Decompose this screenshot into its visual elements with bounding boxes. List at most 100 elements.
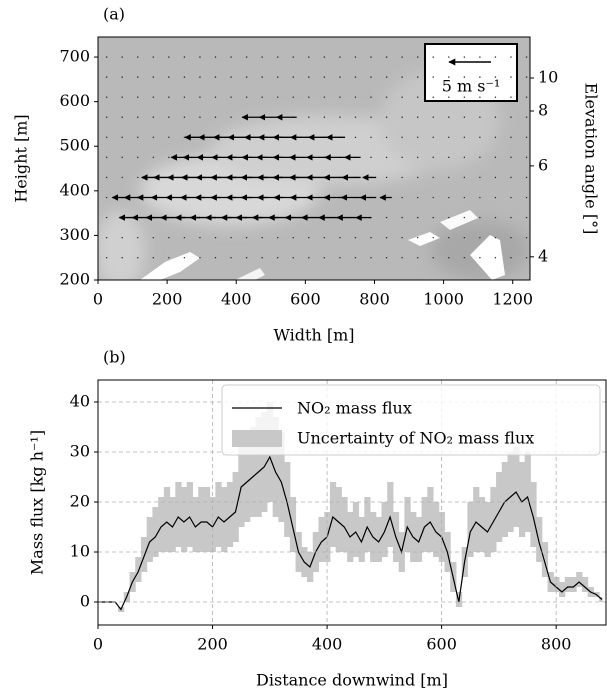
grid-dot [432,216,434,219]
grid-dot [510,216,512,219]
grid-dot [463,216,466,219]
grid-dot [416,156,419,159]
grid-dot [245,257,248,259]
uncertainty-band [501,462,508,537]
grid-dot [448,156,450,159]
uncertainty-band [415,517,423,562]
x-tick-label: 0 [93,635,103,654]
uncertainty-band [536,517,543,562]
uncertainty-band [478,497,486,552]
grid-dot [199,116,201,118]
grid-dot [463,196,466,199]
uncertainty-band [221,487,228,552]
grid-dot [416,96,419,98]
grid-dot [199,76,201,78]
grid-dot [339,257,341,259]
y-tick-label: 700 [59,47,90,66]
uncertainty-band [215,482,222,547]
uncertainty-band [364,497,371,552]
grid-dot [199,56,201,58]
grid-dot [137,257,139,259]
grid-dot [385,136,388,139]
uncertainty-band [140,537,148,572]
grid-dot [323,56,326,58]
grid-dot [385,176,388,179]
y-tick-label: 10 [70,542,90,561]
grid-dot [385,76,388,78]
grid-dot [354,116,357,118]
y-tick-label: 30 [70,442,90,461]
uncertainty-band [175,482,182,547]
grid-dot [152,96,154,98]
grid-dot [463,176,466,179]
grid-dot [230,96,232,98]
uncertainty-band [581,577,589,592]
grid-dot [323,116,326,118]
grid-dot [230,56,232,58]
uncertainty-band [289,497,297,552]
grid-dot [121,176,123,179]
grid-dot [448,176,450,179]
grid-dot [339,116,341,118]
grid-dot [183,136,186,139]
grid-dot [105,257,108,259]
uncertainty-band [559,582,566,597]
grid-dot [401,136,403,139]
uncertainty-band [146,517,153,562]
grid-dot [354,257,357,259]
grid-dot [448,96,450,98]
grid-dot [479,56,481,58]
grid-dot [510,116,512,118]
grid-dot [401,236,403,239]
uncertainty-band [381,502,388,557]
grid-dot [432,56,434,58]
grid-dot [199,236,201,239]
x-tick-label: 200 [152,290,183,309]
grid-dot [214,56,217,58]
uncertainty-band [599,597,603,602]
uncertainty-band [467,502,474,557]
legend-label: NO₂ mass flux [297,399,412,418]
uncertainty-band [375,517,382,562]
grid-dot [525,56,528,58]
quiver-key-box [424,43,518,102]
grid-dot [463,116,466,118]
grid-dot [525,156,528,159]
grid-dot [168,96,170,98]
uncertainty-band [496,472,503,542]
legend-patch [232,430,282,447]
grid-dot [448,136,450,139]
grid-dot [137,176,139,179]
grid-dot [510,136,512,139]
grid-dot [105,116,108,118]
grid-dot [463,76,466,78]
grid-dot [494,96,497,98]
x-tick-label: 600 [426,635,457,654]
grid-dot [214,236,217,239]
grid-dot [137,76,139,78]
grid-dot [401,257,403,259]
grid-dot [432,136,434,139]
grid-dot [494,176,497,179]
grid-dot [152,76,154,78]
y-tick-label: 0 [80,592,90,611]
axes-frame [97,36,531,281]
grid-dot [230,236,232,239]
grid-dot [277,76,279,78]
grid-dot [308,76,310,78]
grid-dot [214,116,217,118]
grid-dot [323,236,326,239]
grid-dot [152,156,154,159]
grid-dot [525,116,528,118]
uncertainty-band [576,572,583,587]
grid-dot [105,76,108,78]
grid-dot [308,96,310,98]
uncertainty-band [238,442,245,527]
grid-dot [448,216,450,219]
grid-dot [525,257,528,259]
grid-dot [214,96,217,98]
grid-dot [525,136,528,139]
y-tick-label: 500 [59,136,90,155]
grid-dot [245,96,248,98]
